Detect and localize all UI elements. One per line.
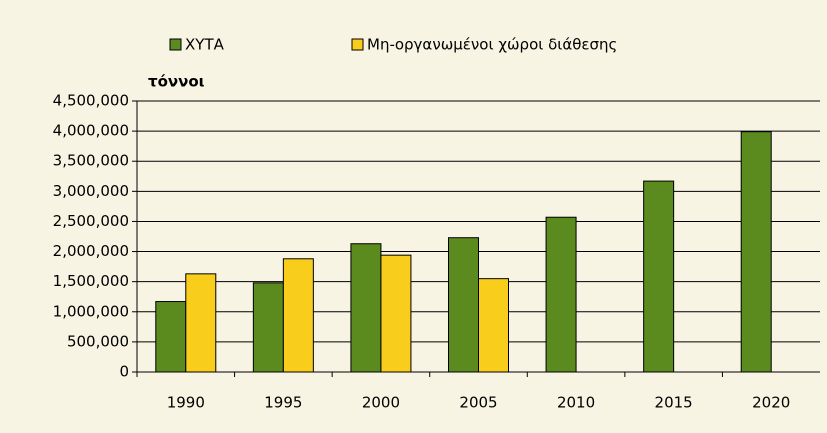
legend-swatch [351, 38, 364, 51]
y-tick-label: 2,500,000 [53, 212, 129, 230]
x-tick-label: 1995 [264, 394, 302, 412]
bar [282, 258, 314, 373]
x-tick-label: 1990 [167, 394, 205, 412]
y-tick-label: 1,000,000 [53, 302, 129, 320]
y-tick-label: 2,000,000 [53, 242, 129, 260]
x-tick-label: 2010 [557, 394, 595, 412]
bar [185, 273, 217, 373]
bar [545, 216, 577, 373]
legend-label: ΧΥΤΑ [185, 36, 225, 54]
x-tick-label: 2015 [655, 394, 693, 412]
bar [643, 180, 675, 373]
legend-swatch [169, 38, 182, 51]
bar [478, 278, 509, 373]
y-tick-label: 0 [119, 363, 129, 381]
y-tick-label: 3,500,000 [53, 152, 129, 170]
y-axis-label: τόννοι [148, 73, 205, 91]
x-tick-label: 2020 [752, 394, 790, 412]
legend-label: Μη-οργανωμένοι χώροι διάθεσης [367, 36, 617, 54]
bar [350, 243, 382, 373]
bar [448, 237, 479, 373]
y-tick-label: 4,000,000 [53, 122, 129, 140]
bar [155, 301, 187, 373]
x-tick-label: 2000 [362, 394, 400, 412]
bar [252, 282, 284, 373]
y-tick-label: 500,000 [67, 332, 129, 350]
y-tick-label: 1,500,000 [53, 272, 129, 290]
y-tick-label: 4,500,000 [53, 92, 129, 110]
x-tick-label: 2005 [459, 394, 497, 412]
y-tick-label: 3,000,000 [53, 182, 129, 200]
bar [740, 131, 772, 373]
bar [380, 254, 412, 373]
